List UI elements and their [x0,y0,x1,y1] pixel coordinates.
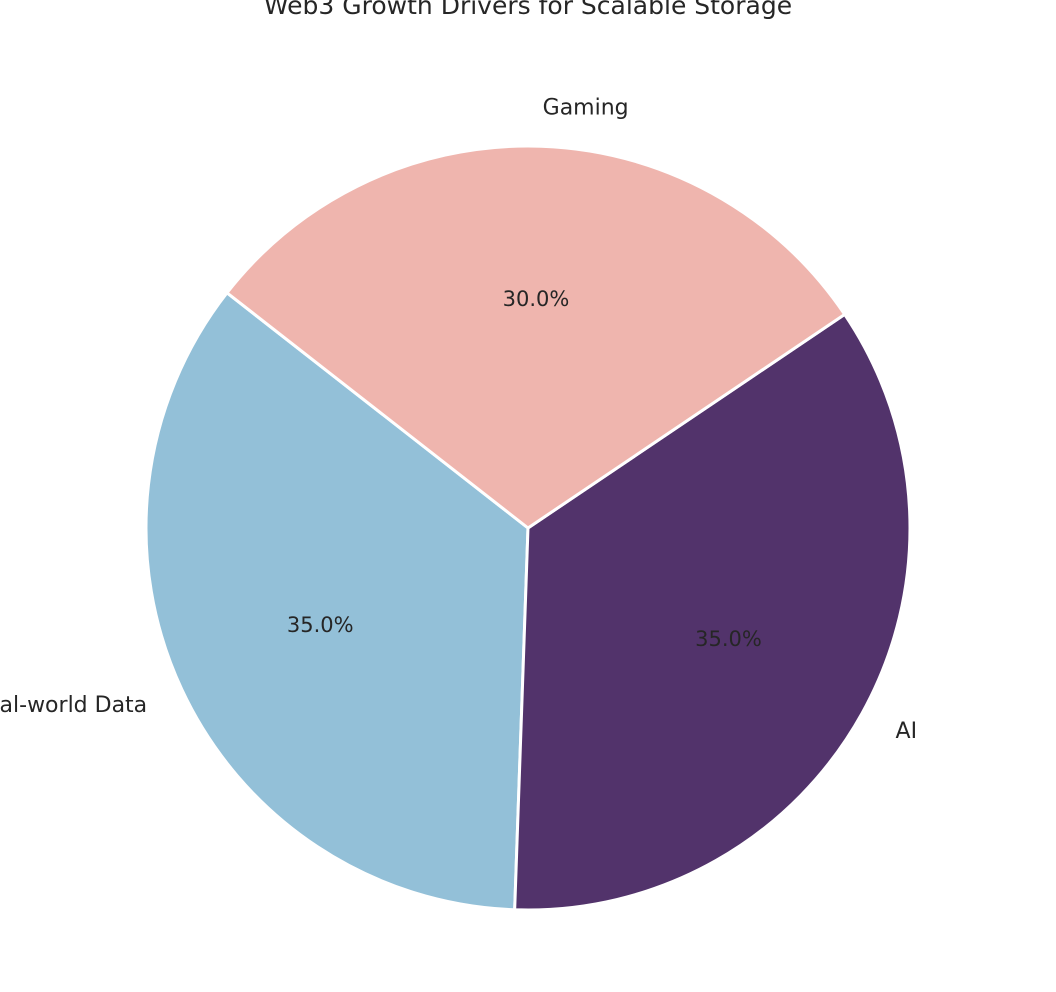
pie-labels: 35.0% Real-world Data 35.0% AI 30.0% Gaming [0,96,917,745]
chart-title: Web3 Growth Drivers for Scalable Storage [264,0,792,20]
pie-category-label: Real-world Data [0,693,147,718]
pie-category-label: Gaming [543,96,629,121]
pie-category-label: AI [896,719,918,744]
pie-slices [144,144,912,912]
pie-percent-label: 30.0% [503,287,570,311]
pie-slice-real-world-data [144,291,530,912]
pie-percent-label: 35.0% [695,627,762,651]
pie-slice-ai [513,312,912,912]
pie-slice-gaming [225,144,847,530]
pie-percent-label: 35.0% [287,613,354,637]
